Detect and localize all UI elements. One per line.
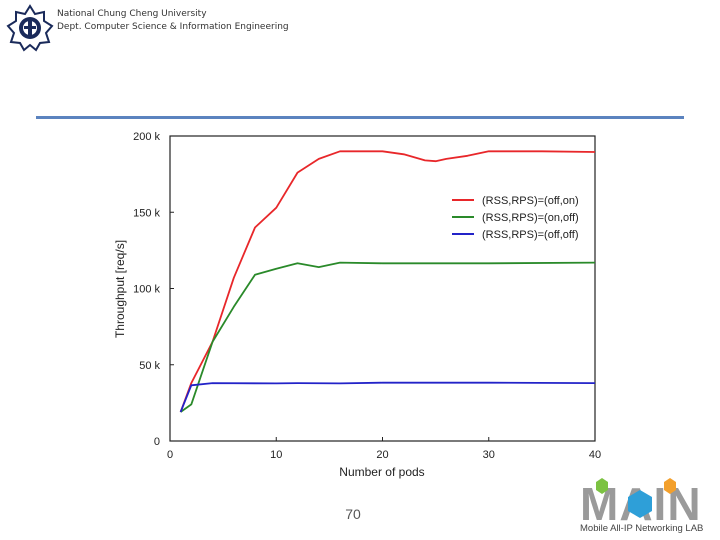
x-tick-label: 20: [376, 449, 388, 461]
university-logo: [6, 4, 54, 52]
series-lines: [179, 150, 596, 413]
axis-ticks: 0 10 20 30 40 0 50 k 100 k 150 k 200 k: [133, 131, 601, 461]
y-tick-label: 50 k: [139, 360, 160, 372]
main-logo-green-hex: [596, 478, 608, 494]
main-lab-logo: MAIN Mobile All-IP Networking LAB: [580, 478, 703, 534]
legend: (RSS,RPS)=(off,on) (RSS,RPS)=(on,off) (RSS…: [452, 195, 579, 241]
series-line: [179, 150, 596, 413]
plot-area: [169, 135, 596, 442]
x-tick-label: 30: [483, 449, 495, 461]
university-name: National Chung Cheng University: [57, 9, 207, 19]
header-divider: [36, 116, 684, 119]
legend-label: (RSS,RPS)=(off,off): [482, 229, 579, 241]
lab-name: Mobile All-IP Networking LAB: [580, 523, 703, 534]
page-number: 70: [345, 506, 361, 522]
x-tick-label: 10: [270, 449, 282, 461]
x-tick-label: 0: [167, 449, 173, 461]
series-line: [179, 381, 596, 413]
x-tick-label: 40: [589, 449, 601, 461]
y-axis-label: Throughput [req/s]: [113, 240, 127, 338]
legend-label: (RSS,RPS)=(on,off): [482, 212, 579, 224]
y-tick-label: 150 k: [133, 207, 160, 219]
header-text: National Chung Cheng University Dept. Co…: [57, 8, 289, 34]
main-logo-blue-hex: [628, 490, 652, 518]
main-logo-orange-hex: [664, 478, 676, 494]
y-tick-label: 0: [154, 436, 160, 448]
y-tick-label: 100 k: [133, 284, 160, 296]
series-line: [180, 261, 596, 413]
department-name: Dept. Computer Science & Information Eng…: [57, 22, 289, 32]
legend-label: (RSS,RPS)=(off,on): [482, 195, 579, 207]
plot-frame: [169, 135, 596, 442]
x-axis-label: Number of pods: [339, 465, 424, 479]
y-tick-label: 200 k: [133, 131, 160, 143]
